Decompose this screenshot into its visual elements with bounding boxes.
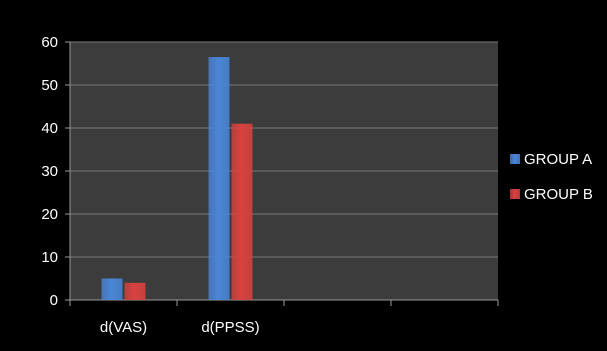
y-tick-label: 10 — [41, 249, 58, 266]
legend: GROUP A GROUP B — [510, 151, 593, 203]
x-tick-label: d(VAS) — [100, 319, 147, 336]
bar-group-a-1 — [101, 278, 123, 300]
legend-swatch — [510, 189, 520, 199]
x-tick-label: d(PPSS) — [201, 319, 259, 336]
legend-item: GROUP B — [510, 186, 593, 203]
y-tick-label: 20 — [41, 206, 58, 223]
y-tick-label: 0 — [50, 292, 58, 309]
legend-item: GROUP A — [510, 151, 592, 168]
gridlines — [65, 41, 498, 301]
legend-label: GROUP B — [524, 186, 593, 203]
bars — [101, 57, 253, 300]
x-tick-labels: d(VAS) d(PPSS) — [100, 319, 260, 336]
bar-group-b-2 — [231, 123, 253, 300]
bar-group-b-1 — [124, 282, 146, 300]
y-tick-label: 40 — [41, 120, 58, 137]
y-tick-label: 50 — [41, 77, 58, 94]
y-tick-label: 60 — [41, 34, 58, 51]
legend-label: GROUP A — [524, 151, 592, 168]
legend-swatch — [510, 154, 520, 164]
y-tick-labels: 0 10 20 30 40 50 60 — [41, 34, 58, 309]
y-tick-label: 30 — [41, 163, 58, 180]
bar-group-a-2 — [208, 57, 230, 300]
